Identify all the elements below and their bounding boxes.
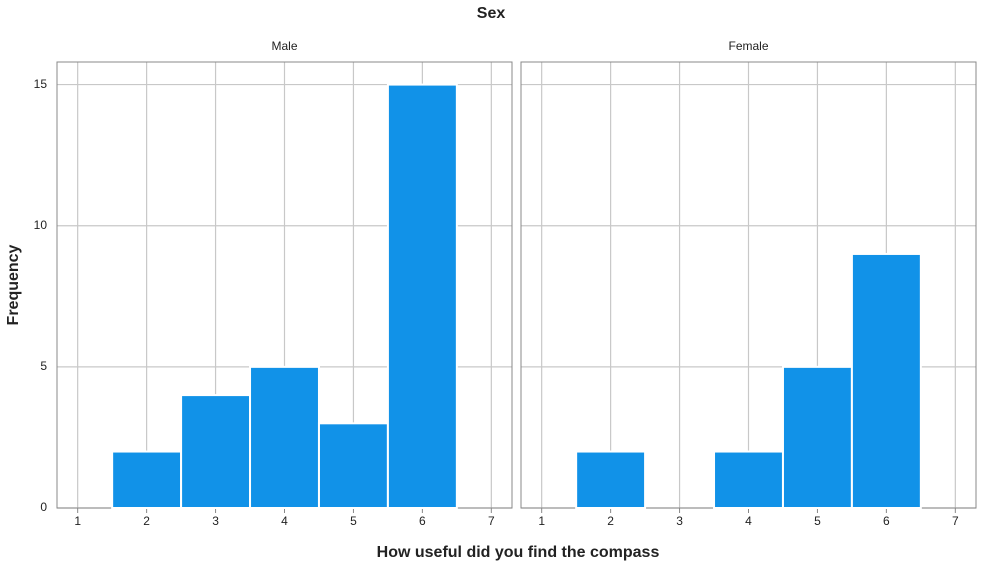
x-tick-label: 7	[488, 514, 495, 528]
panel-title: Male	[271, 39, 297, 53]
x-tick-label: 1	[74, 514, 81, 528]
y-tick-label: 15	[34, 77, 48, 91]
y-axis-label: Frequency	[5, 244, 22, 325]
y-tick-label: 10	[34, 218, 48, 232]
x-tick-label: 6	[419, 514, 426, 528]
panel-title: Female	[728, 39, 768, 53]
bar	[249, 365, 320, 509]
x-axis-label: How useful did you find the compass	[377, 544, 660, 561]
x-tick-label: 6	[883, 514, 890, 528]
bar	[850, 252, 922, 509]
bar	[781, 365, 853, 509]
x-tick-label: 3	[212, 514, 219, 528]
bar	[180, 394, 252, 509]
chart-title: Sex	[477, 5, 506, 22]
bar	[713, 450, 784, 510]
bar	[111, 450, 183, 510]
bar	[317, 422, 389, 510]
bar	[575, 450, 647, 510]
x-tick-label: 2	[607, 514, 614, 528]
x-tick-label: 4	[745, 514, 752, 528]
x-tick-label: 7	[952, 514, 959, 528]
y-tick-label: 5	[40, 359, 47, 373]
bar	[386, 83, 458, 509]
y-tick-label: 0	[40, 500, 47, 514]
x-tick-label: 1	[538, 514, 545, 528]
x-tick-label: 2	[143, 514, 150, 528]
x-tick-label: 5	[814, 514, 821, 528]
x-tick-label: 5	[350, 514, 357, 528]
x-tick-label: 3	[676, 514, 683, 528]
x-tick-label: 4	[281, 514, 288, 528]
